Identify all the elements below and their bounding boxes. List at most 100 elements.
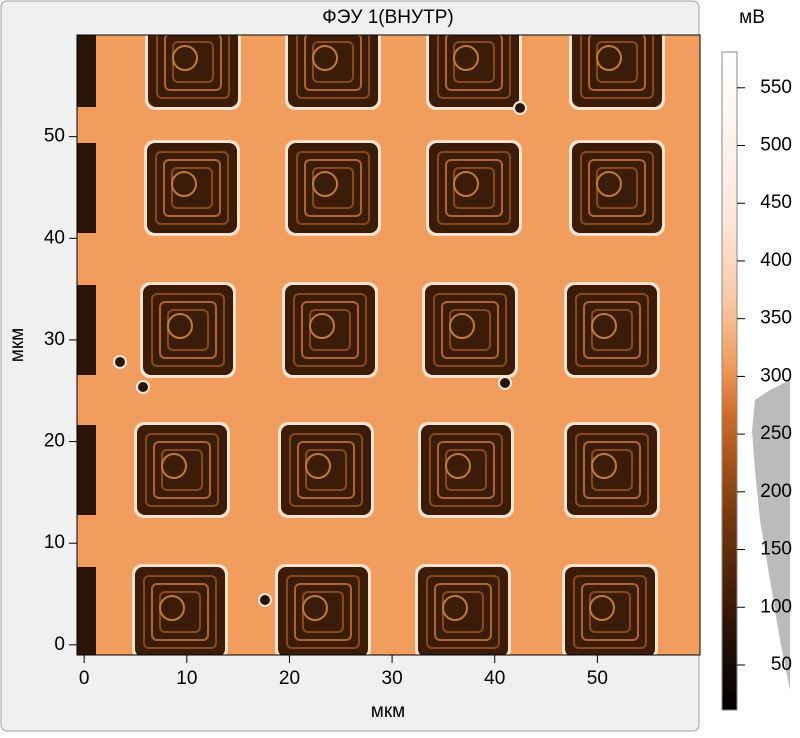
square: [565, 567, 655, 655]
square-ring: [151, 293, 225, 367]
square: [278, 567, 368, 655]
square-ring: [143, 575, 217, 649]
y-axis-label: мкм: [7, 328, 28, 362]
square-ring: [437, 441, 495, 499]
colorbar-histogram: [752, 380, 790, 690]
square-center: [312, 45, 338, 71]
square: [429, 143, 519, 233]
colorbar-tick-label: 450: [760, 192, 792, 213]
square-ring: [163, 159, 221, 217]
square: [418, 567, 508, 655]
square-center: [449, 313, 475, 339]
square: [288, 35, 378, 107]
colorbar-tick-label: 200: [760, 481, 792, 502]
plot-frame: [76, 34, 701, 656]
square: [288, 143, 378, 233]
y-tick-label: 0: [54, 634, 65, 655]
square-ring: [437, 151, 511, 225]
square-ring: [588, 159, 646, 217]
edge-artifact: [77, 143, 96, 233]
square-center: [305, 453, 331, 479]
colorbar-tick-label: 350: [760, 308, 792, 329]
square-ring: [583, 301, 641, 359]
square: [425, 285, 515, 375]
square-ring: [151, 583, 209, 641]
colorbar-tick-label: 400: [760, 250, 792, 271]
square-ring: [580, 151, 654, 225]
square-ring: [296, 35, 370, 99]
square-ring: [145, 433, 219, 507]
square-ring: [296, 151, 370, 225]
square-center: [442, 595, 468, 621]
chart-title: ФЭУ 1(ВНУТР): [322, 7, 453, 28]
square: [143, 285, 233, 375]
square-ring: [156, 35, 230, 99]
square: [572, 143, 662, 233]
colorbar-tick-label: 300: [760, 365, 792, 386]
square-ring: [437, 35, 511, 99]
square-ring: [581, 583, 639, 641]
square-ring: [441, 301, 499, 359]
particle: [513, 101, 527, 115]
y-tick-label: 50: [44, 126, 65, 147]
square-ring: [580, 35, 654, 99]
square-ring: [159, 301, 217, 359]
square-ring: [445, 159, 503, 217]
square: [572, 35, 662, 107]
colorbar-tick-label: 150: [760, 539, 792, 560]
square-center: [159, 595, 185, 621]
square: [148, 35, 238, 107]
x-tick-label: 0: [79, 668, 90, 689]
square-ring: [433, 293, 507, 367]
particle: [113, 355, 127, 369]
square-ring: [588, 35, 646, 91]
colorbar-label: мВ: [739, 7, 765, 28]
square-ring: [575, 433, 649, 507]
colorbar-tick-label: 100: [760, 596, 792, 617]
colorbar-tick-label: 250: [760, 423, 792, 444]
square: [135, 567, 225, 655]
square-ring: [286, 575, 360, 649]
x-tick-label: 20: [279, 668, 300, 689]
edge-artifact: [77, 285, 96, 375]
colorbar-tick-label: 550: [760, 77, 792, 98]
square: [567, 425, 657, 515]
x-tick-label: 40: [484, 668, 505, 689]
square: [285, 285, 375, 375]
square-center: [312, 171, 338, 197]
x-axis-label: мкм: [371, 701, 405, 722]
edge-artifact: [77, 425, 96, 515]
square-ring: [301, 301, 359, 359]
square: [147, 143, 237, 233]
y-tick-label: 40: [44, 227, 65, 248]
square: [281, 425, 371, 515]
square-center: [445, 453, 471, 479]
square-ring: [304, 159, 362, 217]
square-ring: [289, 433, 363, 507]
square-center: [596, 45, 622, 71]
particle: [498, 376, 512, 390]
square-ring: [445, 35, 503, 91]
square-center: [161, 453, 187, 479]
particle: [136, 380, 150, 394]
square-ring: [153, 441, 211, 499]
square-center: [591, 313, 617, 339]
square: [567, 285, 657, 375]
square-ring: [297, 441, 355, 499]
colorbar: [721, 51, 738, 711]
square-center: [309, 313, 335, 339]
square-center: [167, 313, 193, 339]
y-tick-label: 20: [44, 431, 65, 452]
square-ring: [294, 583, 352, 641]
square-ring: [164, 35, 222, 91]
image: [77, 35, 700, 655]
square-center: [453, 171, 479, 197]
square-center: [591, 453, 617, 479]
square-ring: [573, 575, 647, 649]
square-ring: [426, 575, 500, 649]
x-tick-label: 50: [587, 668, 608, 689]
square: [429, 35, 519, 107]
x-tick-label: 10: [176, 668, 197, 689]
x-tick-label: 30: [382, 668, 403, 689]
